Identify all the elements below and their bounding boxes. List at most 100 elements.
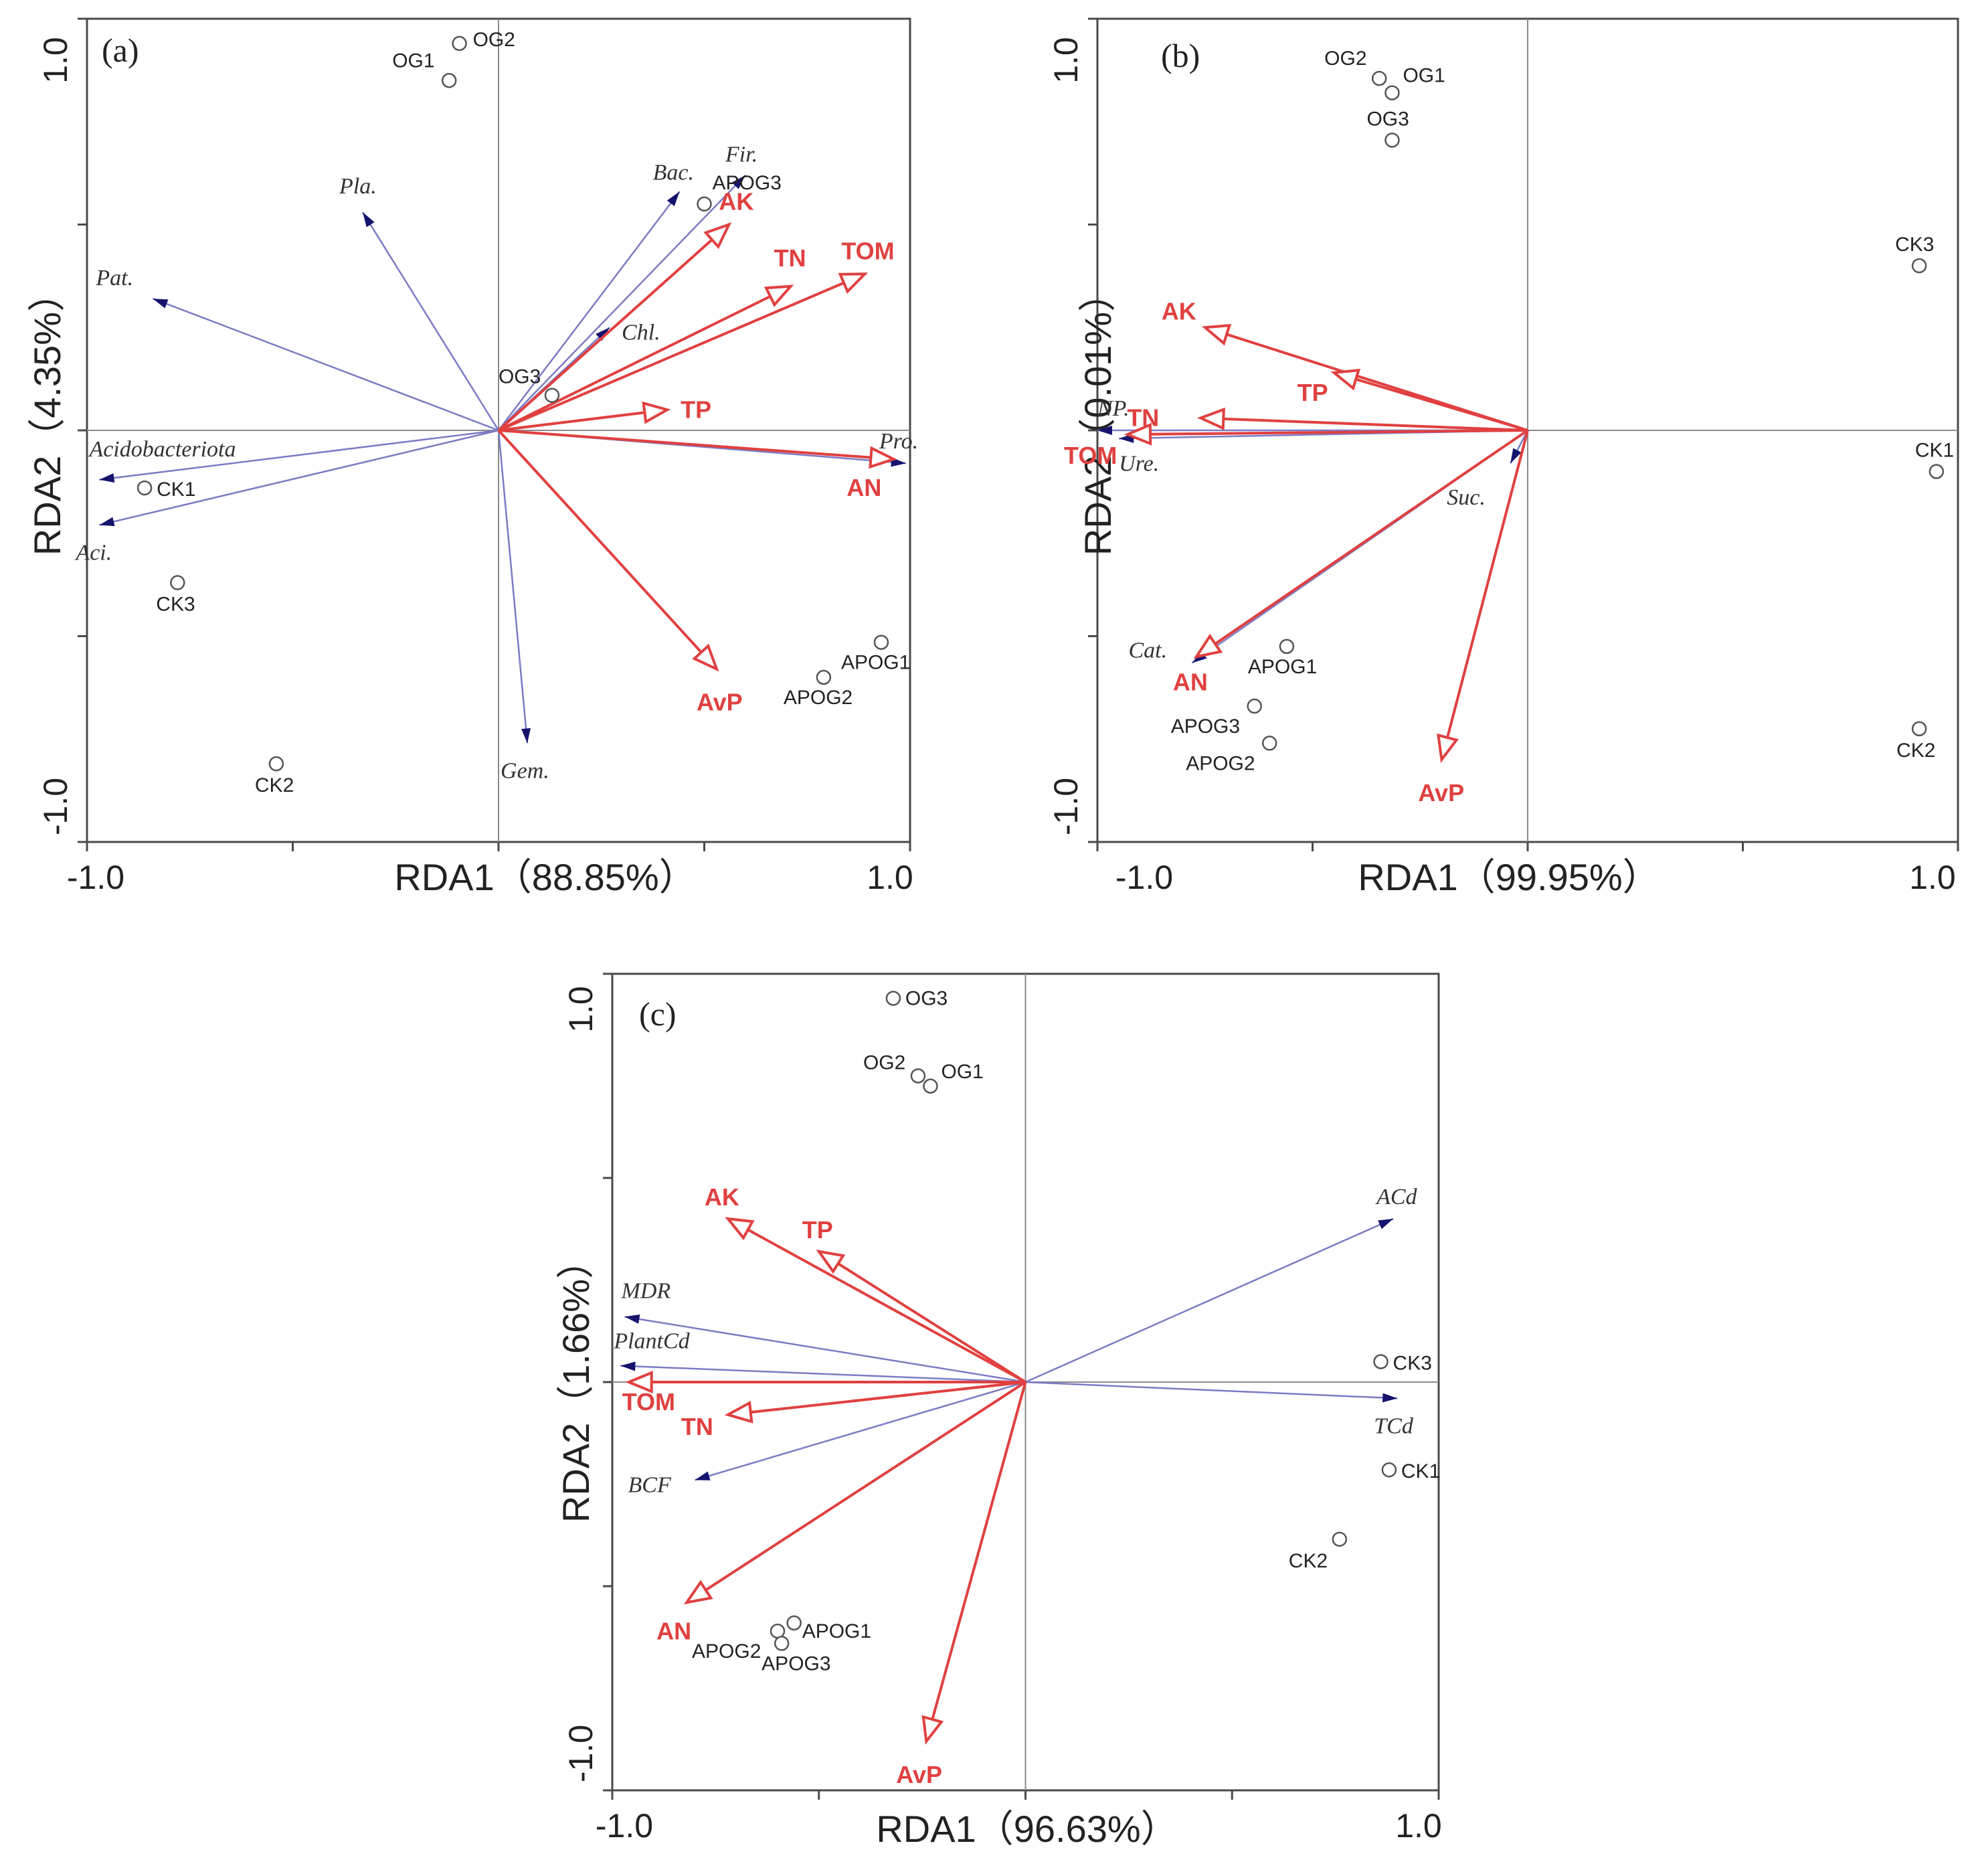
site-point: [770, 1623, 786, 1639]
species-vector-label: Bac.: [653, 160, 694, 185]
species-vector-line: [498, 174, 746, 431]
site-label: APOG3: [713, 172, 782, 194]
env-vector-line: [497, 429, 703, 653]
env-vector-label: AvP: [1418, 779, 1464, 806]
site-point: [268, 756, 284, 772]
species-vector-label: Acidobacteriota: [88, 437, 236, 462]
env-vector-arrowhead: [1197, 407, 1225, 430]
site-label: CK1: [1401, 1460, 1440, 1482]
species-vector-label: TCd: [1374, 1414, 1414, 1438]
env-vector-arrowhead: [764, 284, 794, 307]
x-tick-label: -1.0: [596, 1807, 653, 1845]
species-vector-arrowhead: [596, 327, 610, 341]
env-vector-arrowhead: [1193, 633, 1223, 659]
site-label: CK3: [1895, 234, 1934, 256]
env-vector-label: AN: [846, 474, 881, 501]
env-vector-arrowhead: [1201, 324, 1232, 346]
site-label: CK2: [1289, 1550, 1328, 1572]
site-label: CK2: [1896, 740, 1935, 762]
env-vector-line: [498, 411, 645, 432]
env-vector-label: TP: [1297, 379, 1328, 406]
species-vector-line: [497, 430, 529, 744]
species-vector-label: Pro.: [879, 429, 918, 454]
env-vector-arrowhead: [1124, 422, 1152, 446]
env-vector-label: AN: [1173, 668, 1208, 695]
site-label: CK3: [156, 594, 195, 616]
env-vector-line: [750, 1381, 1026, 1414]
y-tick-label: 1.0: [37, 37, 74, 84]
site-label: CK3: [1393, 1353, 1432, 1375]
site-point: [544, 388, 560, 403]
species-vector-arrowhead: [99, 473, 115, 483]
x-tick-label: -1.0: [1115, 859, 1173, 896]
species-vector-label: Cat.: [1128, 638, 1167, 663]
species-vector-label: Gem.: [501, 758, 549, 783]
species-vector-line: [498, 191, 681, 431]
site-label: APOG1: [1248, 656, 1317, 678]
site-label: APOG2: [692, 1640, 761, 1662]
site-point: [1929, 464, 1945, 479]
x-axis-label: RDA1（96.63%）: [876, 1808, 1178, 1850]
env-vector-arrowhead: [725, 1217, 755, 1241]
site-point: [170, 575, 185, 590]
y-tick-label: -1.0: [37, 778, 74, 835]
site-point: [1247, 698, 1262, 714]
env-vector-arrowhead: [869, 446, 897, 469]
site-label: APOG2: [1186, 752, 1255, 774]
env-vector-label: AvP: [697, 689, 743, 716]
site-label: OG1: [941, 1061, 983, 1083]
site-point: [697, 196, 712, 211]
y-tick-label: 1.0: [562, 986, 600, 1033]
env-vector-line: [705, 1381, 1026, 1592]
species-vector-line: [99, 429, 499, 481]
env-vector-label: TOM: [1064, 442, 1117, 469]
site-label: APOG3: [1171, 715, 1240, 738]
species-vector-arrowhead: [695, 1471, 711, 1480]
env-vector-label: AvP: [896, 1761, 942, 1788]
env-vector-arrowhead: [1437, 733, 1459, 764]
site-label: APOG1: [841, 652, 910, 674]
site-label: APOG3: [762, 1652, 830, 1675]
species-vector-line: [624, 1316, 1026, 1383]
species-vector-arrowhead: [99, 517, 115, 527]
env-vector-arrowhead: [1330, 368, 1360, 391]
x-tick-label: 1.0: [867, 859, 913, 896]
site-point: [1373, 1354, 1389, 1369]
site-point: [786, 1615, 802, 1631]
species-vector-label: PlantCd: [613, 1329, 690, 1354]
site-point: [441, 73, 457, 88]
x-axis-label: RDA1（99.95%）: [1358, 856, 1660, 898]
site-label: OG1: [392, 50, 434, 72]
env-vector-label: TOM: [622, 1388, 675, 1416]
species-vector-arrowhead: [620, 1361, 636, 1371]
env-vector-label: AN: [656, 1617, 691, 1644]
species-vector-arrowhead: [363, 212, 375, 228]
site-label: OG2: [863, 1052, 905, 1074]
site-label: OG3: [499, 366, 541, 388]
env-vector-line: [747, 1228, 1026, 1383]
y-tick-label: 1.0: [1047, 37, 1085, 84]
env-vector-line: [1446, 430, 1529, 738]
site-label: OG1: [1403, 65, 1445, 87]
site-label: APOG1: [802, 1620, 871, 1642]
species-vector-arrowhead: [666, 191, 680, 207]
env-vector-label: TN: [681, 1413, 713, 1440]
y-tick-label: -1.0: [1047, 778, 1085, 835]
species-vector-label: BCF: [628, 1472, 672, 1497]
species-vector-arrowhead: [1378, 1219, 1394, 1229]
site-point: [774, 1636, 790, 1651]
site-point: [910, 1068, 926, 1084]
site-point: [923, 1078, 938, 1094]
site-label: OG2: [473, 29, 515, 51]
species-vector-label: Pat.: [95, 266, 133, 290]
env-vector-label: TP: [802, 1216, 833, 1244]
species-vector-label: Fir.: [725, 143, 757, 167]
env-vector-label: TOM: [841, 237, 894, 264]
env-vector-arrowhead: [816, 1249, 846, 1274]
env-vector-label: AK: [705, 1183, 739, 1211]
species-vector-arrowhead: [731, 175, 745, 189]
species-vector-line: [99, 429, 499, 526]
site-point: [1384, 133, 1400, 148]
env-vector-arrowhead: [642, 401, 671, 424]
